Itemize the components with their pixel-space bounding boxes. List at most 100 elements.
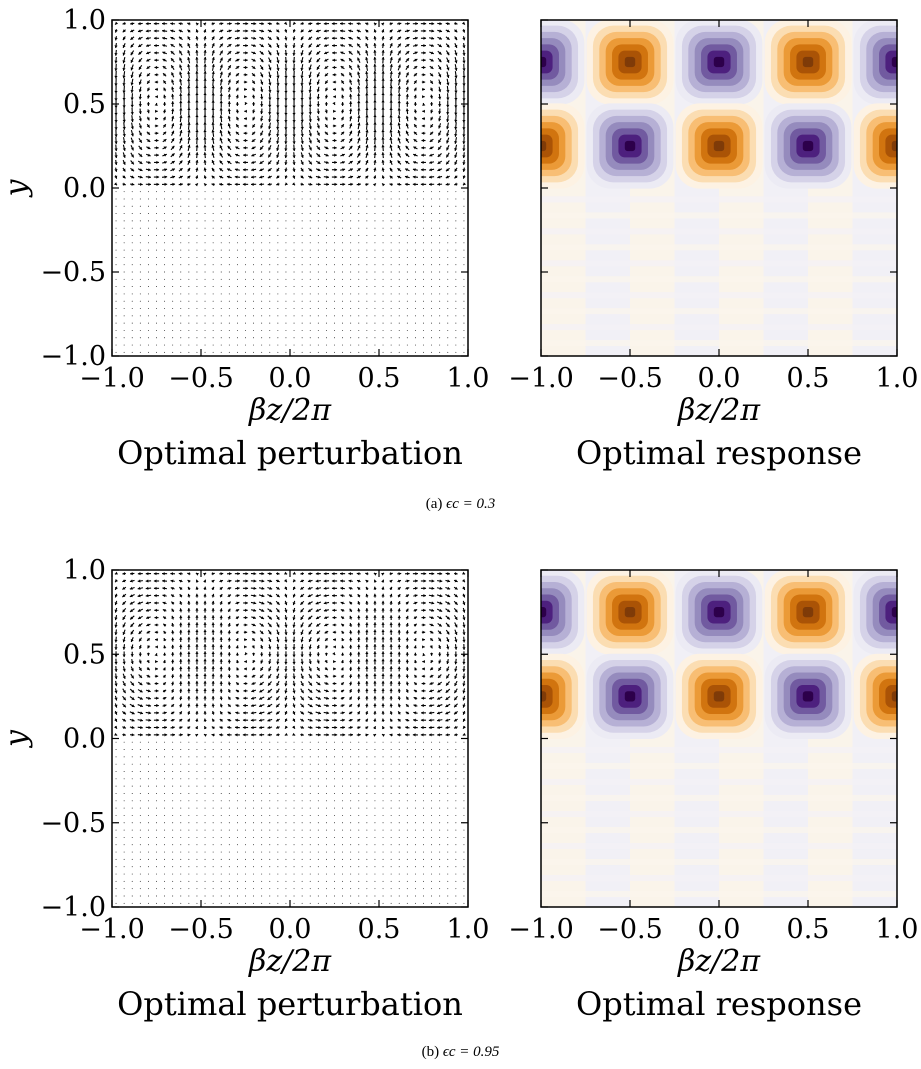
vector-dot (131, 191, 133, 193)
vector-dot (220, 771, 222, 772)
vector-arrowhead (122, 661, 126, 665)
vector-dot (115, 873, 117, 875)
vector-arrowhead (114, 45, 118, 49)
vector-dot (309, 351, 311, 353)
vector-dot (172, 858, 174, 860)
vector-dot (277, 756, 279, 758)
vector-arrowhead (260, 118, 264, 122)
vector-arrowhead (276, 690, 280, 694)
vector-arrowhead (332, 73, 336, 77)
vector-dot (463, 213, 465, 215)
vector-dot (253, 895, 255, 897)
vector-dot (261, 344, 263, 346)
vector-dot (228, 322, 230, 324)
vector-dot (374, 249, 376, 251)
vector-arrowhead (139, 168, 143, 172)
vector-dot (123, 866, 125, 868)
vector-dot (406, 249, 408, 251)
vector-dot (439, 278, 441, 280)
vector-arrowhead (219, 107, 223, 111)
vector-dot (188, 249, 190, 251)
vector-dot (188, 344, 190, 346)
vector-arrowhead (413, 94, 417, 98)
vector-arrowhead (154, 51, 157, 55)
vector-arrowhead (162, 102, 167, 105)
vector-arrowhead (244, 659, 247, 664)
vector-arrowhead (454, 154, 458, 158)
vector-dot (139, 763, 141, 765)
vector-arrowhead (187, 666, 191, 669)
vector-arrowhead (147, 139, 151, 142)
vector-dot (188, 800, 190, 802)
vector-dot (253, 829, 255, 831)
vector-dot (269, 778, 271, 780)
vector-dot (261, 895, 263, 897)
vector-dot (317, 866, 319, 868)
vector-arrowhead (162, 609, 166, 613)
vector-dot (261, 785, 263, 787)
vector-dot (261, 763, 263, 765)
vector-dot (366, 337, 368, 339)
vector-arrowhead (179, 666, 183, 670)
vector-dot (115, 337, 117, 339)
vector-dot (463, 220, 465, 222)
vector-dot (123, 785, 125, 787)
vector-dot (447, 308, 449, 309)
vector-dot (350, 315, 352, 317)
vector-arrowhead (245, 572, 249, 576)
vector-dot (317, 792, 319, 794)
vector-arrowhead (244, 109, 247, 113)
vector-arrowhead (122, 646, 126, 650)
vector-arrowhead (203, 121, 207, 125)
vector-arrowhead (308, 21, 311, 26)
vector-arrowhead (122, 175, 126, 179)
vector-arrowhead (130, 631, 134, 635)
vector-arrowhead (195, 121, 199, 125)
vector-dot (147, 300, 149, 302)
vector-dot (439, 220, 441, 222)
vector-arrowhead (276, 654, 280, 658)
vector-arrowhead (357, 57, 361, 61)
vector-dot (390, 351, 392, 353)
vector-dot (147, 822, 149, 824)
vector-arrowhead (130, 161, 134, 165)
vector-dot (261, 227, 263, 229)
vector-arrowhead (301, 733, 304, 737)
vector-dot (204, 322, 206, 324)
vector-dot (463, 344, 465, 346)
vector-dot (423, 235, 424, 236)
vector-dot (204, 337, 206, 339)
vector-dot (220, 902, 222, 904)
vector-dot (301, 836, 303, 838)
vector-arrowhead (276, 52, 280, 56)
vector-dot (447, 191, 449, 193)
vector-arrowhead (259, 704, 263, 708)
vector-arrowhead (373, 49, 377, 53)
vector-dot (220, 895, 222, 897)
vector-dot (147, 191, 149, 193)
vector-dot (236, 895, 238, 897)
vector-dot (277, 866, 279, 868)
vector-dot (342, 256, 344, 258)
vector-arrowhead (276, 624, 280, 628)
vector-dot (366, 351, 368, 353)
vector-dot (301, 756, 303, 758)
vector-arrowhead (437, 161, 441, 164)
vector-dot (123, 242, 125, 244)
vector-dot (245, 895, 246, 897)
vector-arrowhead (227, 101, 231, 104)
vector-arrowhead (300, 718, 304, 722)
vector-arrowhead (268, 104, 272, 108)
vector-dot (358, 205, 360, 207)
vector-dot (228, 749, 230, 750)
vector-arrowhead (219, 78, 223, 82)
vector-arrowhead (276, 668, 280, 672)
vector-dot (212, 902, 214, 904)
vector-arrowhead (172, 182, 176, 186)
vector-arrowhead (122, 98, 126, 101)
vector-dot (204, 756, 206, 758)
vector-arrowhead (179, 688, 183, 692)
vector-arrowhead (147, 645, 151, 649)
vector-arrowhead (139, 161, 143, 164)
vector-arrowhead (284, 704, 288, 708)
